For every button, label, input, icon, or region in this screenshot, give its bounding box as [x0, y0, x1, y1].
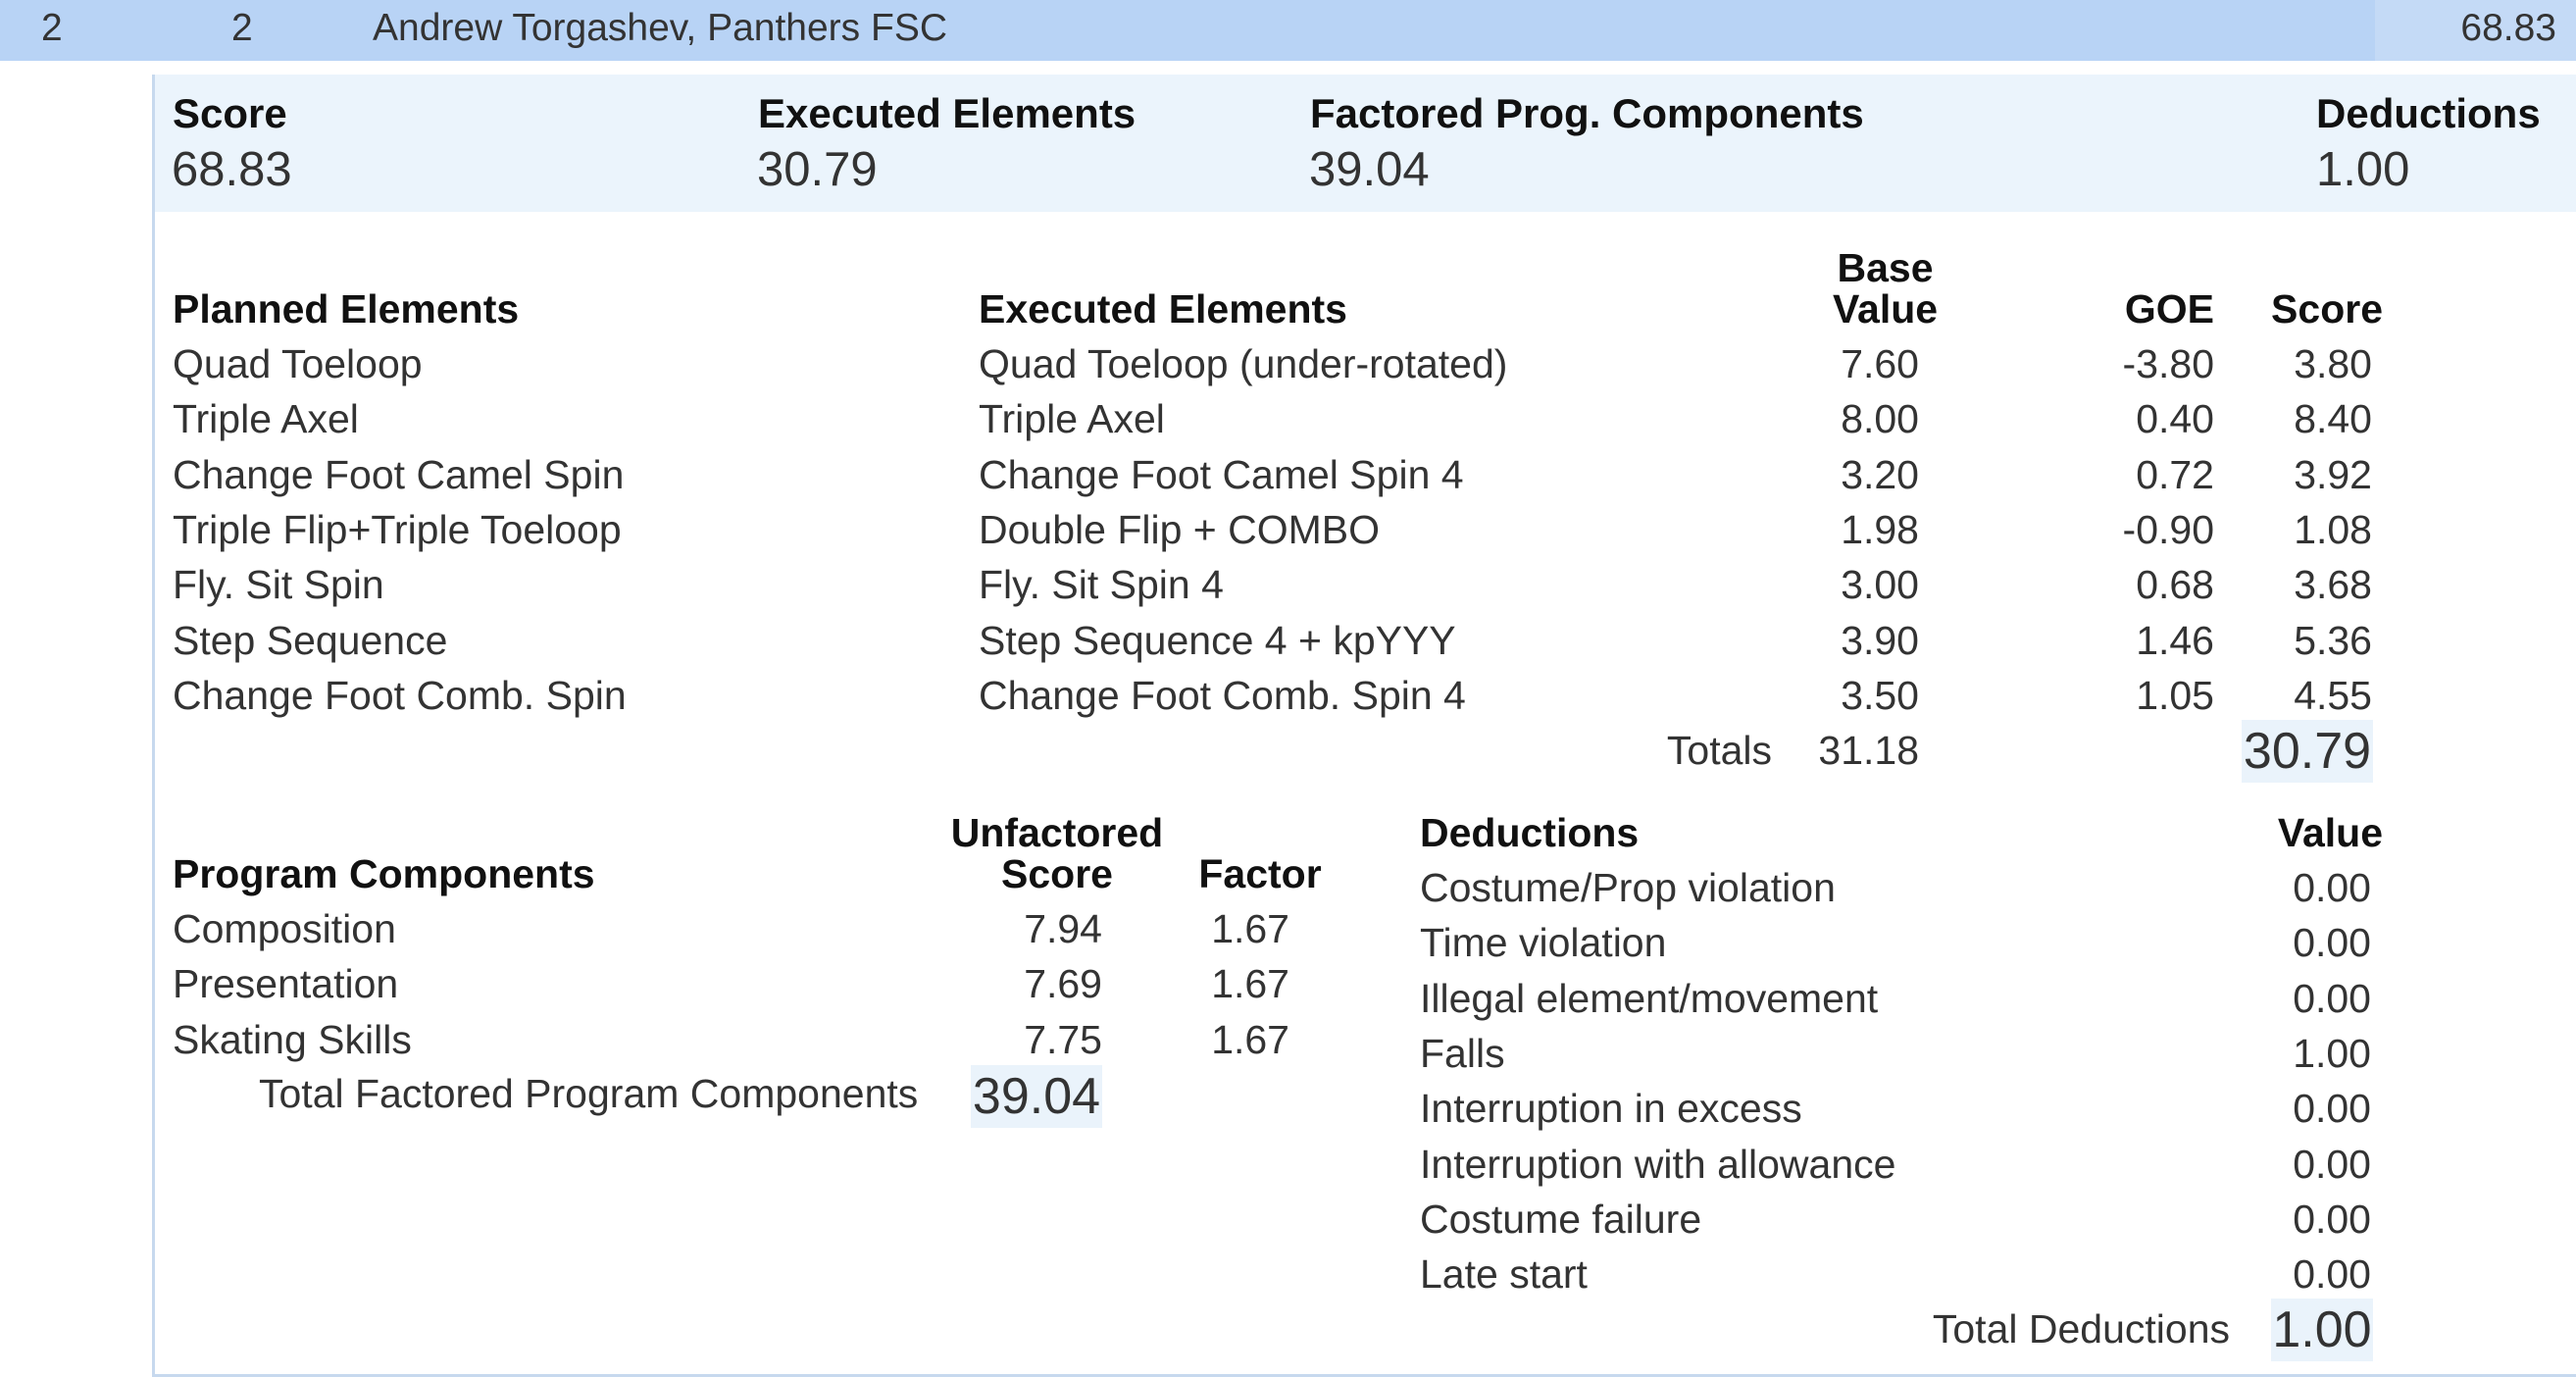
element-base-value: 3.90: [1841, 617, 1919, 663]
planned-element: Change Foot Comb. Spin: [173, 672, 627, 718]
planned-element: Triple Axel: [173, 396, 359, 442]
summary-executed-value: 30.79: [757, 143, 878, 196]
summary-deductions-label: Deductions: [2316, 90, 2541, 136]
deduction-name: Costume/Prop violation: [1420, 865, 1836, 910]
planned-element: Fly. Sit Spin: [173, 562, 384, 608]
executed-element: Quad Toeloop (under-rotated): [979, 341, 1508, 386]
element-score: 3.92: [2294, 451, 2372, 497]
deduction-name: Falls: [1420, 1030, 1505, 1076]
start-number: 2: [231, 7, 253, 49]
deduction-value: 0.00: [2293, 865, 2371, 910]
deduction-value: 0.00: [2293, 1141, 2371, 1187]
base-value-header-line1: Base: [1837, 245, 1934, 290]
element-base-value: 3.20: [1841, 451, 1919, 497]
executed-element: Change Foot Camel Spin 4: [979, 451, 1464, 497]
component-unfactored-score: 7.94: [1024, 906, 1102, 951]
component-factor: 1.67: [1211, 1016, 1289, 1062]
planned-element: Quad Toeloop: [173, 341, 423, 386]
deduction-name: Illegal element/movement: [1420, 975, 1879, 1021]
totals-base-value: 31.18: [1818, 728, 1919, 773]
summary-score-label: Score: [173, 90, 287, 136]
executed-element: Double Flip + COMBO: [979, 506, 1380, 552]
skater-name: Andrew Torgashev, Panthers FSC: [373, 7, 948, 49]
deduction-value: 0.00: [2293, 975, 2371, 1021]
total-deductions-label: Total Deductions: [1932, 1306, 2230, 1352]
component-name: Presentation: [173, 961, 399, 1007]
deduction-value: 1.00: [2293, 1030, 2371, 1076]
executed-element: Triple Axel: [979, 396, 1165, 442]
deduction-value: 0.00: [2293, 920, 2371, 966]
skater-result-row[interactable]: 2 2 Andrew Torgashev, Panthers FSC 68.83: [0, 0, 2576, 61]
deduction-value: 0.00: [2293, 1196, 2371, 1242]
deduction-name: Late start: [1420, 1251, 1588, 1298]
totals-label: Totals: [1666, 728, 1772, 773]
component-name: Skating Skills: [173, 1016, 412, 1062]
deduction-name: Time violation: [1420, 920, 1667, 966]
deduction-name: Interruption in excess: [1420, 1086, 1802, 1132]
executed-element: Step Sequence 4 + kpYYY: [979, 617, 1456, 663]
element-goe: -0.90: [2122, 506, 2214, 552]
element-base-value: 3.00: [1841, 562, 1919, 608]
executed-element: Change Foot Comb. Spin 4: [979, 672, 1466, 718]
factor-header: Factor: [1198, 851, 1322, 896]
summary-factored-value: 39.04: [1309, 143, 1430, 196]
element-goe: 0.68: [2136, 562, 2214, 608]
program-components-header: Program Components: [173, 851, 595, 896]
summary-bar: [155, 75, 2576, 212]
element-goe: 0.72: [2136, 451, 2214, 497]
element-score: 3.68: [2294, 562, 2372, 608]
element-goe: 1.46: [2136, 617, 2214, 663]
element-score: 8.40: [2294, 396, 2372, 442]
summary-factored-label: Factored Prog. Components: [1310, 90, 1864, 136]
planned-element: Change Foot Camel Spin: [173, 451, 625, 497]
planned-elements-header: Planned Elements: [173, 286, 520, 332]
score-header: Score: [2271, 286, 2383, 332]
element-score: 5.36: [2294, 617, 2372, 663]
deduction-name: Interruption with allowance: [1420, 1141, 1896, 1187]
element-goe: 1.05: [2136, 672, 2214, 718]
element-base-value: 8.00: [1841, 396, 1919, 442]
element-goe: 0.40: [2136, 396, 2214, 442]
executed-elements-header: Executed Elements: [979, 286, 1347, 332]
total-factored-components-value: 39.04: [971, 1065, 1102, 1128]
element-score: 1.08: [2294, 506, 2372, 552]
unfactored-header-line1: Unfactored: [950, 810, 1164, 855]
planned-element: Step Sequence: [173, 617, 448, 663]
element-base-value: 7.60: [1841, 341, 1919, 386]
deductions-header: Deductions: [1420, 810, 1640, 855]
deductions-value-header: Value: [2277, 810, 2383, 855]
total-factored-components-label: Total Factored Program Components: [259, 1071, 919, 1116]
score-detail-panel: [152, 75, 2576, 1377]
rank: 2: [41, 7, 63, 49]
component-name: Composition: [173, 906, 396, 951]
deduction-name: Costume failure: [1420, 1196, 1702, 1242]
planned-element: Triple Flip+Triple Toeloop: [173, 506, 622, 552]
element-base-value: 1.98: [1841, 506, 1919, 552]
component-factor: 1.67: [1211, 961, 1289, 1007]
executed-element: Fly. Sit Spin 4: [979, 562, 1224, 608]
element-base-value: 3.50: [1841, 672, 1919, 718]
deduction-value: 0.00: [2293, 1251, 2371, 1298]
total-score: 68.83: [2460, 7, 2556, 49]
element-goe: -3.80: [2122, 341, 2214, 386]
element-score: 4.55: [2294, 672, 2372, 718]
totals-score-value: 30.79: [2242, 720, 2373, 783]
total-score-cell: [2375, 0, 2576, 61]
component-unfactored-score: 7.75: [1024, 1016, 1102, 1062]
deduction-value: 0.00: [2293, 1086, 2371, 1132]
base-value-header-line2: Value: [1832, 286, 1939, 332]
summary-deductions-value: 1.00: [2316, 143, 2410, 196]
component-unfactored-score: 7.69: [1024, 961, 1102, 1007]
component-factor: 1.67: [1211, 906, 1289, 951]
summary-executed-label: Executed Elements: [758, 90, 1136, 136]
unfactored-header-line2: Score: [1001, 851, 1113, 896]
summary-score-value: 68.83: [172, 143, 292, 196]
total-deductions-value: 1.00: [2271, 1299, 2373, 1361]
goe-header: GOE: [2124, 286, 2214, 332]
element-score: 3.80: [2294, 341, 2372, 386]
